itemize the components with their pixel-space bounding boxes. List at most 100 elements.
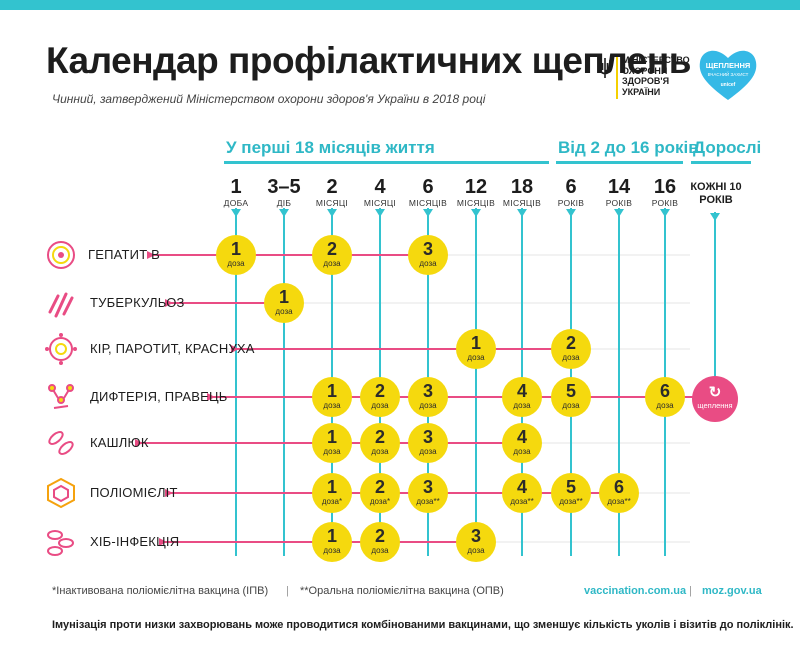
down-arrow-icon	[660, 209, 670, 217]
dose-marker: 6 доза	[645, 377, 685, 417]
dose-marker: 4 доза	[502, 377, 542, 417]
dose-label: доза	[467, 353, 485, 362]
dose-number: 3	[422, 381, 433, 401]
dose-label: доза**	[510, 497, 534, 506]
links-divider: |	[689, 585, 692, 597]
age-unit: РОКІВ	[651, 198, 679, 208]
dose-marker: 3 доза	[408, 423, 448, 463]
badge-brand: unicef	[720, 82, 736, 88]
dose-number: 4	[516, 477, 527, 497]
down-arrow-icon	[566, 209, 576, 217]
dose-number: 1	[470, 333, 481, 353]
dose-label: доза*	[369, 497, 391, 506]
dose-number: 1	[326, 427, 337, 447]
repeat-icon: ↻	[708, 384, 722, 401]
age-header: 18 МІСЯЦІВ	[492, 176, 552, 208]
age-number: 1	[230, 176, 242, 198]
age-unit: МІСЯЦІ	[363, 198, 397, 208]
dose-marker: 2 доза	[360, 522, 400, 562]
ministry-divider	[616, 57, 618, 99]
disease-label: ДИФТЕРІЯ, ПРАВЕЦЬ	[90, 389, 228, 404]
age-header: 6 РОКІВ	[541, 176, 601, 208]
disease-label: ХІБ-ІНФЕКЦІЯ	[90, 534, 180, 549]
dose-marker: 3 доза	[408, 377, 448, 417]
dose-marker: 1 доза	[312, 377, 352, 417]
pertussis-bacteria-icon	[44, 426, 78, 460]
page-title: Календар профілактичних щеплень	[46, 40, 691, 81]
dose-label: доза	[513, 401, 531, 410]
heart-icon	[699, 50, 757, 100]
down-arrow-icon	[517, 209, 527, 217]
dose-marker: 2 доза	[312, 235, 352, 275]
down-arrow-icon	[710, 213, 720, 221]
down-arrow-icon	[423, 209, 433, 217]
unicef-heart-badge: ЩЕПЛЕННЯ ВЧАСНИЙ ЗАХИСТ unicef	[696, 44, 760, 104]
tuberculosis-bacteria-icon	[44, 286, 78, 320]
dose-marker: 1 доза	[216, 235, 256, 275]
measles-virus-icon	[44, 332, 78, 366]
dose-label: доза	[371, 447, 389, 456]
dose-marker: 6 доза**	[599, 473, 639, 513]
dose-marker: 2 доза	[551, 329, 591, 369]
dose-label: доза	[371, 401, 389, 410]
dose-number: 2	[374, 526, 385, 546]
dose-number: 2	[565, 333, 576, 353]
age-header: 3–5 ДІБ	[254, 176, 314, 208]
dose-label: доза	[323, 447, 341, 456]
polio-virus-icon	[44, 476, 78, 510]
dose-number: 2	[374, 477, 385, 497]
down-arrow-icon	[231, 209, 241, 217]
dose-number: 1	[278, 287, 289, 307]
dose-number: 4	[516, 427, 527, 447]
age-unit: МІСЯЦІВ	[456, 198, 496, 208]
link-vaccination[interactable]: vaccination.com.ua	[584, 585, 687, 597]
dose-marker: 1 доза*	[312, 473, 352, 513]
dose-number: 1	[326, 526, 337, 546]
badge-subtitle: ВЧАСНИЙ ЗАХИСТ	[707, 72, 749, 77]
dose-marker: 2 доза	[360, 377, 400, 417]
age-header: 4 МІСЯЦІ	[350, 176, 410, 208]
age-number: 2	[326, 176, 338, 198]
dose-marker: 4 доза**	[502, 473, 542, 513]
dose-number: 2	[374, 381, 385, 401]
disease-label: ГЕПАТИТ В	[88, 247, 161, 262]
dose-label: доза	[656, 401, 674, 410]
adult-booster-marker: ↻ щеплення	[692, 376, 738, 422]
age-unit: МІСЯЦІВ	[502, 198, 542, 208]
trident-icon	[599, 58, 611, 78]
age-unit: РОКІВ	[605, 198, 633, 208]
dose-number: 6	[613, 477, 624, 497]
age-number: 6	[565, 176, 577, 198]
dose-label: доза	[419, 447, 437, 456]
dose-number: 6	[659, 381, 670, 401]
dose-label: доза**	[559, 497, 583, 506]
dose-label: доза	[323, 259, 341, 268]
section-2-16-years: Від 2 до 16 років	[558, 138, 699, 157]
top-accent-bar	[0, 0, 800, 10]
down-arrow-icon	[327, 209, 337, 217]
age-unit: МІСЯЦІ	[315, 198, 349, 208]
dose-label: доза	[275, 307, 293, 316]
dose-number: 5	[565, 381, 576, 401]
age-unit: ДОБА	[223, 198, 249, 208]
dose-number: 3	[422, 239, 433, 259]
dose-label: доза	[419, 401, 437, 410]
age-header: 12 МІСЯЦІВ	[446, 176, 506, 208]
dose-number: 3	[470, 526, 481, 546]
dose-label: доза*	[321, 497, 343, 506]
section-2-16-underline	[556, 161, 683, 164]
link-moz[interactable]: moz.gov.ua	[702, 585, 762, 597]
dose-label: доза	[562, 401, 580, 410]
dose-number: 1	[326, 381, 337, 401]
down-arrow-icon	[279, 209, 289, 217]
hib-bacteria-icon	[44, 525, 78, 559]
age-number: 4	[374, 176, 386, 198]
dose-label: доза	[323, 546, 341, 555]
badge-title: ЩЕПЛЕННЯ	[705, 61, 751, 70]
dose-label: доза	[562, 353, 580, 362]
down-arrow-icon	[614, 209, 624, 217]
age-unit: РОКІВ	[557, 198, 585, 208]
dose-label: доза	[419, 259, 437, 268]
disease-label: КАШЛЮК	[90, 435, 149, 450]
